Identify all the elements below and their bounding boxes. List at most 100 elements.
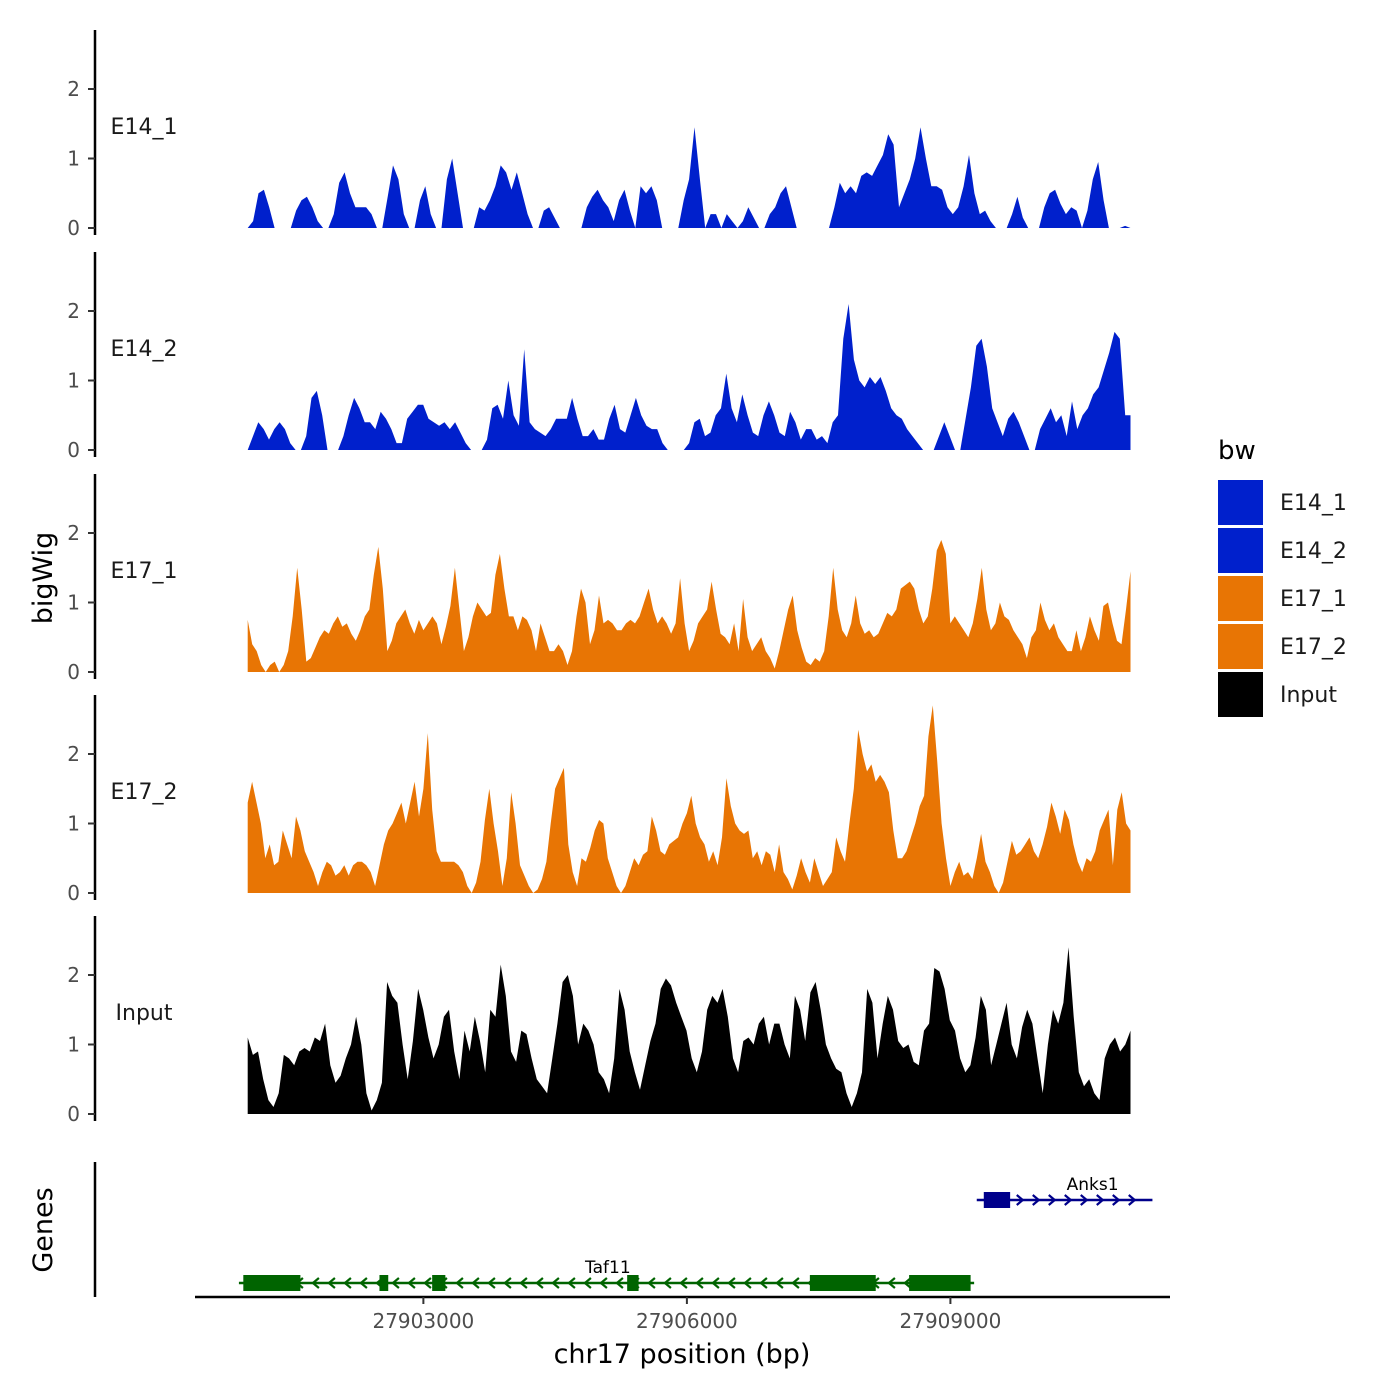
legend-swatch [1218,528,1263,573]
gene-models: Anks1 Taf11 [238,1175,1153,1291]
legend-entry-E17_2: E17_2 [1218,624,1347,669]
track-label-Input: Input [116,1001,173,1026]
strand-chevron [743,1277,752,1289]
genes-panel: Genes Anks1 Taf11 27903000 27906000 2790900… [28,1162,1170,1370]
strand-chevron [695,1277,704,1289]
strand-chevron [1080,1194,1089,1206]
y-tick-label: 2 [67,742,80,766]
y-tick-label: 1 [67,1033,80,1057]
x-tick-label: 27906000 [636,1309,738,1333]
legend-label: E17_2 [1280,635,1347,660]
legend-entry-E14_1: E14_1 [1218,480,1347,525]
legend-label: Input [1280,683,1337,708]
track-label-E17_2: E17_2 [111,780,178,805]
strand-chevron [535,1277,544,1289]
strand-chevron [791,1277,800,1289]
strand-chevron [727,1277,736,1289]
strand-chevron [647,1277,656,1289]
legend: bw E14_1 E14_2 E17_1 E17_2 Input [1218,436,1347,717]
legend-entry-E14_2: E14_2 [1218,528,1347,573]
strand-chevron [567,1277,576,1289]
x-tick-label: 27909000 [900,1309,1002,1333]
strand-chevron [663,1277,672,1289]
x-tick-label: 27903000 [372,1309,474,1333]
exon-Taf11 [432,1275,446,1291]
gene-Taf11: Taf11 [238,1258,975,1291]
signal-area-E17_2 [247,705,1131,893]
signal-area-E17_1 [247,540,1131,672]
y-axis-title: bigWig [28,532,59,625]
strand-chevron [423,1277,432,1289]
strand-chevron [599,1277,608,1289]
legend-label: E17_1 [1280,587,1347,612]
strand-chevron [1128,1194,1137,1206]
y-tick-label: 2 [67,521,80,545]
y-tick-label: 2 [67,299,80,323]
x-axis-title: chr17 position (bp) [554,1339,811,1370]
strand-chevron [583,1277,592,1289]
y-tick-label: 0 [67,438,80,462]
strand-chevron [1096,1194,1105,1206]
y-tick-label: 1 [67,147,80,171]
y-tick-label: 1 [67,812,80,836]
strand-chevron [455,1277,464,1289]
signal-area-E14_1 [247,127,1131,228]
track-E17_2: 0 1 2 E17_2 [67,695,1131,905]
strand-chevron [903,1277,912,1289]
exon-Taf11 [809,1275,876,1291]
exon-Taf11 [379,1275,389,1291]
strand-chevron [711,1277,720,1289]
strand-chevron [551,1277,560,1289]
exon-Taf11 [627,1275,639,1291]
legend-entry-E17_1: E17_1 [1218,576,1347,621]
legend-title: bw [1218,436,1256,466]
y-tick-label: 1 [67,591,80,615]
strand-chevron [615,1277,624,1289]
strand-chevron [887,1277,896,1289]
track-E14_2: 0 1 2 E14_2 [67,252,1131,462]
legend-swatch [1218,624,1263,669]
track-label-E14_2: E14_2 [111,337,178,362]
gene-label-Anks1: Anks1 [1067,1175,1119,1195]
legend-entry-Input: Input [1218,672,1337,717]
strand-chevron [759,1277,768,1289]
y-tick-label: 0 [67,1102,80,1126]
exon-Anks1 [983,1192,1011,1208]
legend-label: E14_2 [1280,539,1347,564]
strand-chevron [775,1277,784,1289]
legend-swatch [1218,672,1263,717]
y-tick-label: 2 [67,963,80,987]
genes-axis-title: Genes [28,1187,59,1272]
strand-chevron [1048,1194,1057,1206]
strand-chevron [311,1277,320,1289]
strand-chevron [391,1277,400,1289]
strand-chevron [1064,1194,1073,1206]
exon-Taf11 [909,1275,971,1291]
y-tick-label: 0 [67,881,80,905]
strand-chevron [471,1277,480,1289]
strand-chevron [487,1277,496,1289]
gene-label-Taf11: Taf11 [584,1258,631,1278]
legend-entries: E14_1 E14_2 E17_1 E17_2 Input [1218,480,1347,717]
strand-chevron [519,1277,528,1289]
legend-swatch [1218,576,1263,621]
signal-area-E14_2 [247,304,1131,450]
legend-swatch [1218,480,1263,525]
track-E17_1: 0 1 2 E17_1 [67,474,1131,684]
strand-chevron [1032,1194,1041,1206]
strand-chevron [1112,1194,1121,1206]
strand-chevron [407,1277,416,1289]
strand-chevron [503,1277,512,1289]
legend-label: E14_1 [1280,491,1347,516]
track-Input: 0 1 2 Input [67,916,1131,1126]
strand-chevron [1016,1194,1025,1206]
strand-chevron [343,1277,352,1289]
y-tick-label: 0 [67,660,80,684]
y-tick-label: 0 [67,216,80,240]
track-E14_1: 0 1 2 E14_1 [67,30,1131,240]
x-axis-ticks: 27903000 27906000 27909000 [372,1297,1001,1333]
y-tick-label: 1 [67,369,80,393]
track-label-E14_1: E14_1 [111,115,178,140]
track-label-E17_1: E17_1 [111,559,178,584]
